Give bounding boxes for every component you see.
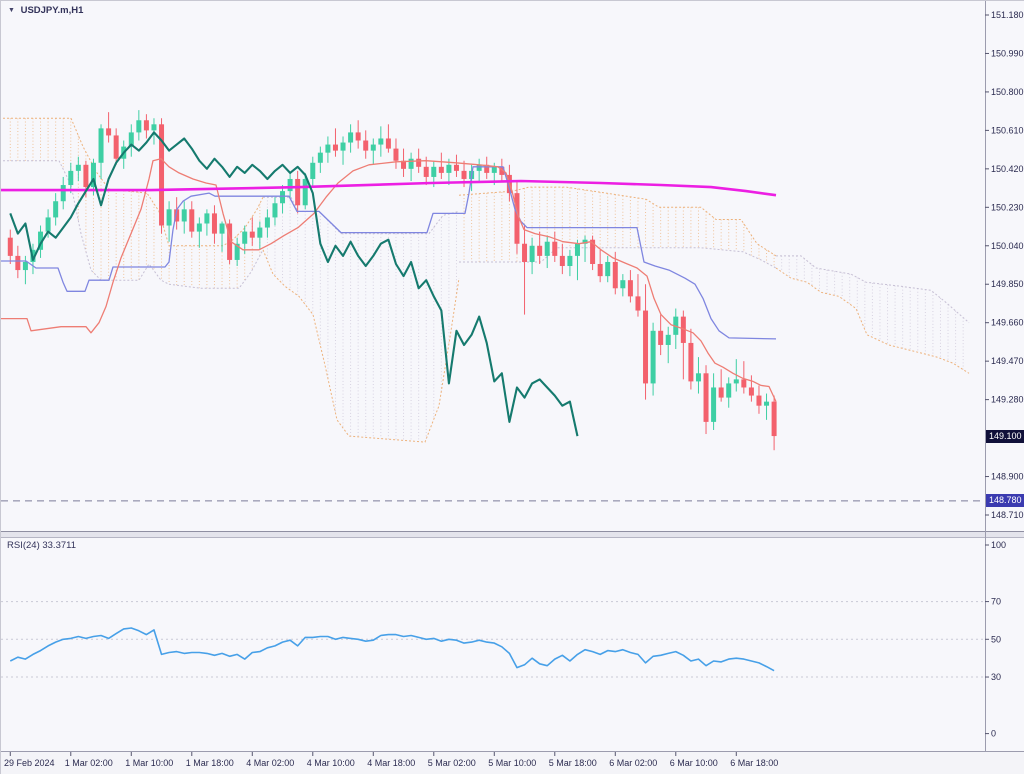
time-label: 6 Mar 10:00: [670, 758, 718, 768]
time-label: 29 Feb 2024: [4, 758, 55, 768]
rsi-scale-label: 50: [991, 634, 1001, 644]
time-label: 4 Mar 10:00: [307, 758, 355, 768]
price-axis[interactable]: 151.180 150.990 150.800 150.610 150.420 150.2…: [985, 1, 1024, 751]
time-label: 6 Mar 18:00: [730, 758, 778, 768]
price-label: 150.610: [991, 125, 1024, 135]
rsi-indicator-label: RSI(24) 33.3711: [7, 540, 76, 551]
rsi-scale-label: 30: [991, 672, 1001, 682]
time-label: 4 Mar 02:00: [246, 758, 294, 768]
price-label: 148.900: [991, 472, 1024, 482]
price-label: 149.660: [991, 318, 1024, 328]
time-label: 6 Mar 02:00: [609, 758, 657, 768]
rsi-scale-label: 0: [991, 729, 996, 739]
chart-title: ▼ USDJPY.m,H1: [8, 5, 83, 16]
rsi-scale-label: 100: [991, 540, 1006, 550]
panel-splitter[interactable]: [1, 531, 1024, 538]
price-label: 150.230: [991, 202, 1024, 212]
price-label: 148.710: [991, 510, 1024, 520]
time-label: 4 Mar 18:00: [367, 758, 415, 768]
price-label: 150.990: [991, 48, 1024, 58]
rsi-panel: [1, 602, 985, 677]
time-label: 1 Mar 02:00: [65, 758, 113, 768]
time-label: 5 Mar 10:00: [488, 758, 536, 768]
rsi-scale-label: 70: [991, 597, 1001, 607]
time-label: 5 Mar 18:00: [549, 758, 597, 768]
magenta-ma-line: [1, 181, 776, 195]
time-label: 5 Mar 02:00: [428, 758, 476, 768]
price-label: 149.850: [991, 279, 1024, 289]
price-label: 150.040: [991, 241, 1024, 251]
collapse-triangle-icon[interactable]: ▼: [8, 7, 15, 14]
bid-price-badge: 148.780: [986, 494, 1024, 507]
current-price-badge: 149.100: [986, 430, 1024, 443]
time-label: 1 Mar 18:00: [186, 758, 234, 768]
candles: [8, 110, 777, 450]
price-label: 150.800: [991, 87, 1024, 97]
time-label: 1 Mar 10:00: [125, 758, 173, 768]
price-label: 149.280: [991, 395, 1024, 405]
price-label: 149.470: [991, 356, 1024, 366]
time-axis[interactable]: 29 Feb 2024 1 Mar 02:00 1 Mar 10:00 1 Mar 1…: [1, 752, 1024, 774]
chart-symbol-label: USDJPY.m,H1: [21, 5, 84, 16]
price-label: 150.420: [991, 164, 1024, 174]
price-label: 151.180: [991, 10, 1024, 20]
